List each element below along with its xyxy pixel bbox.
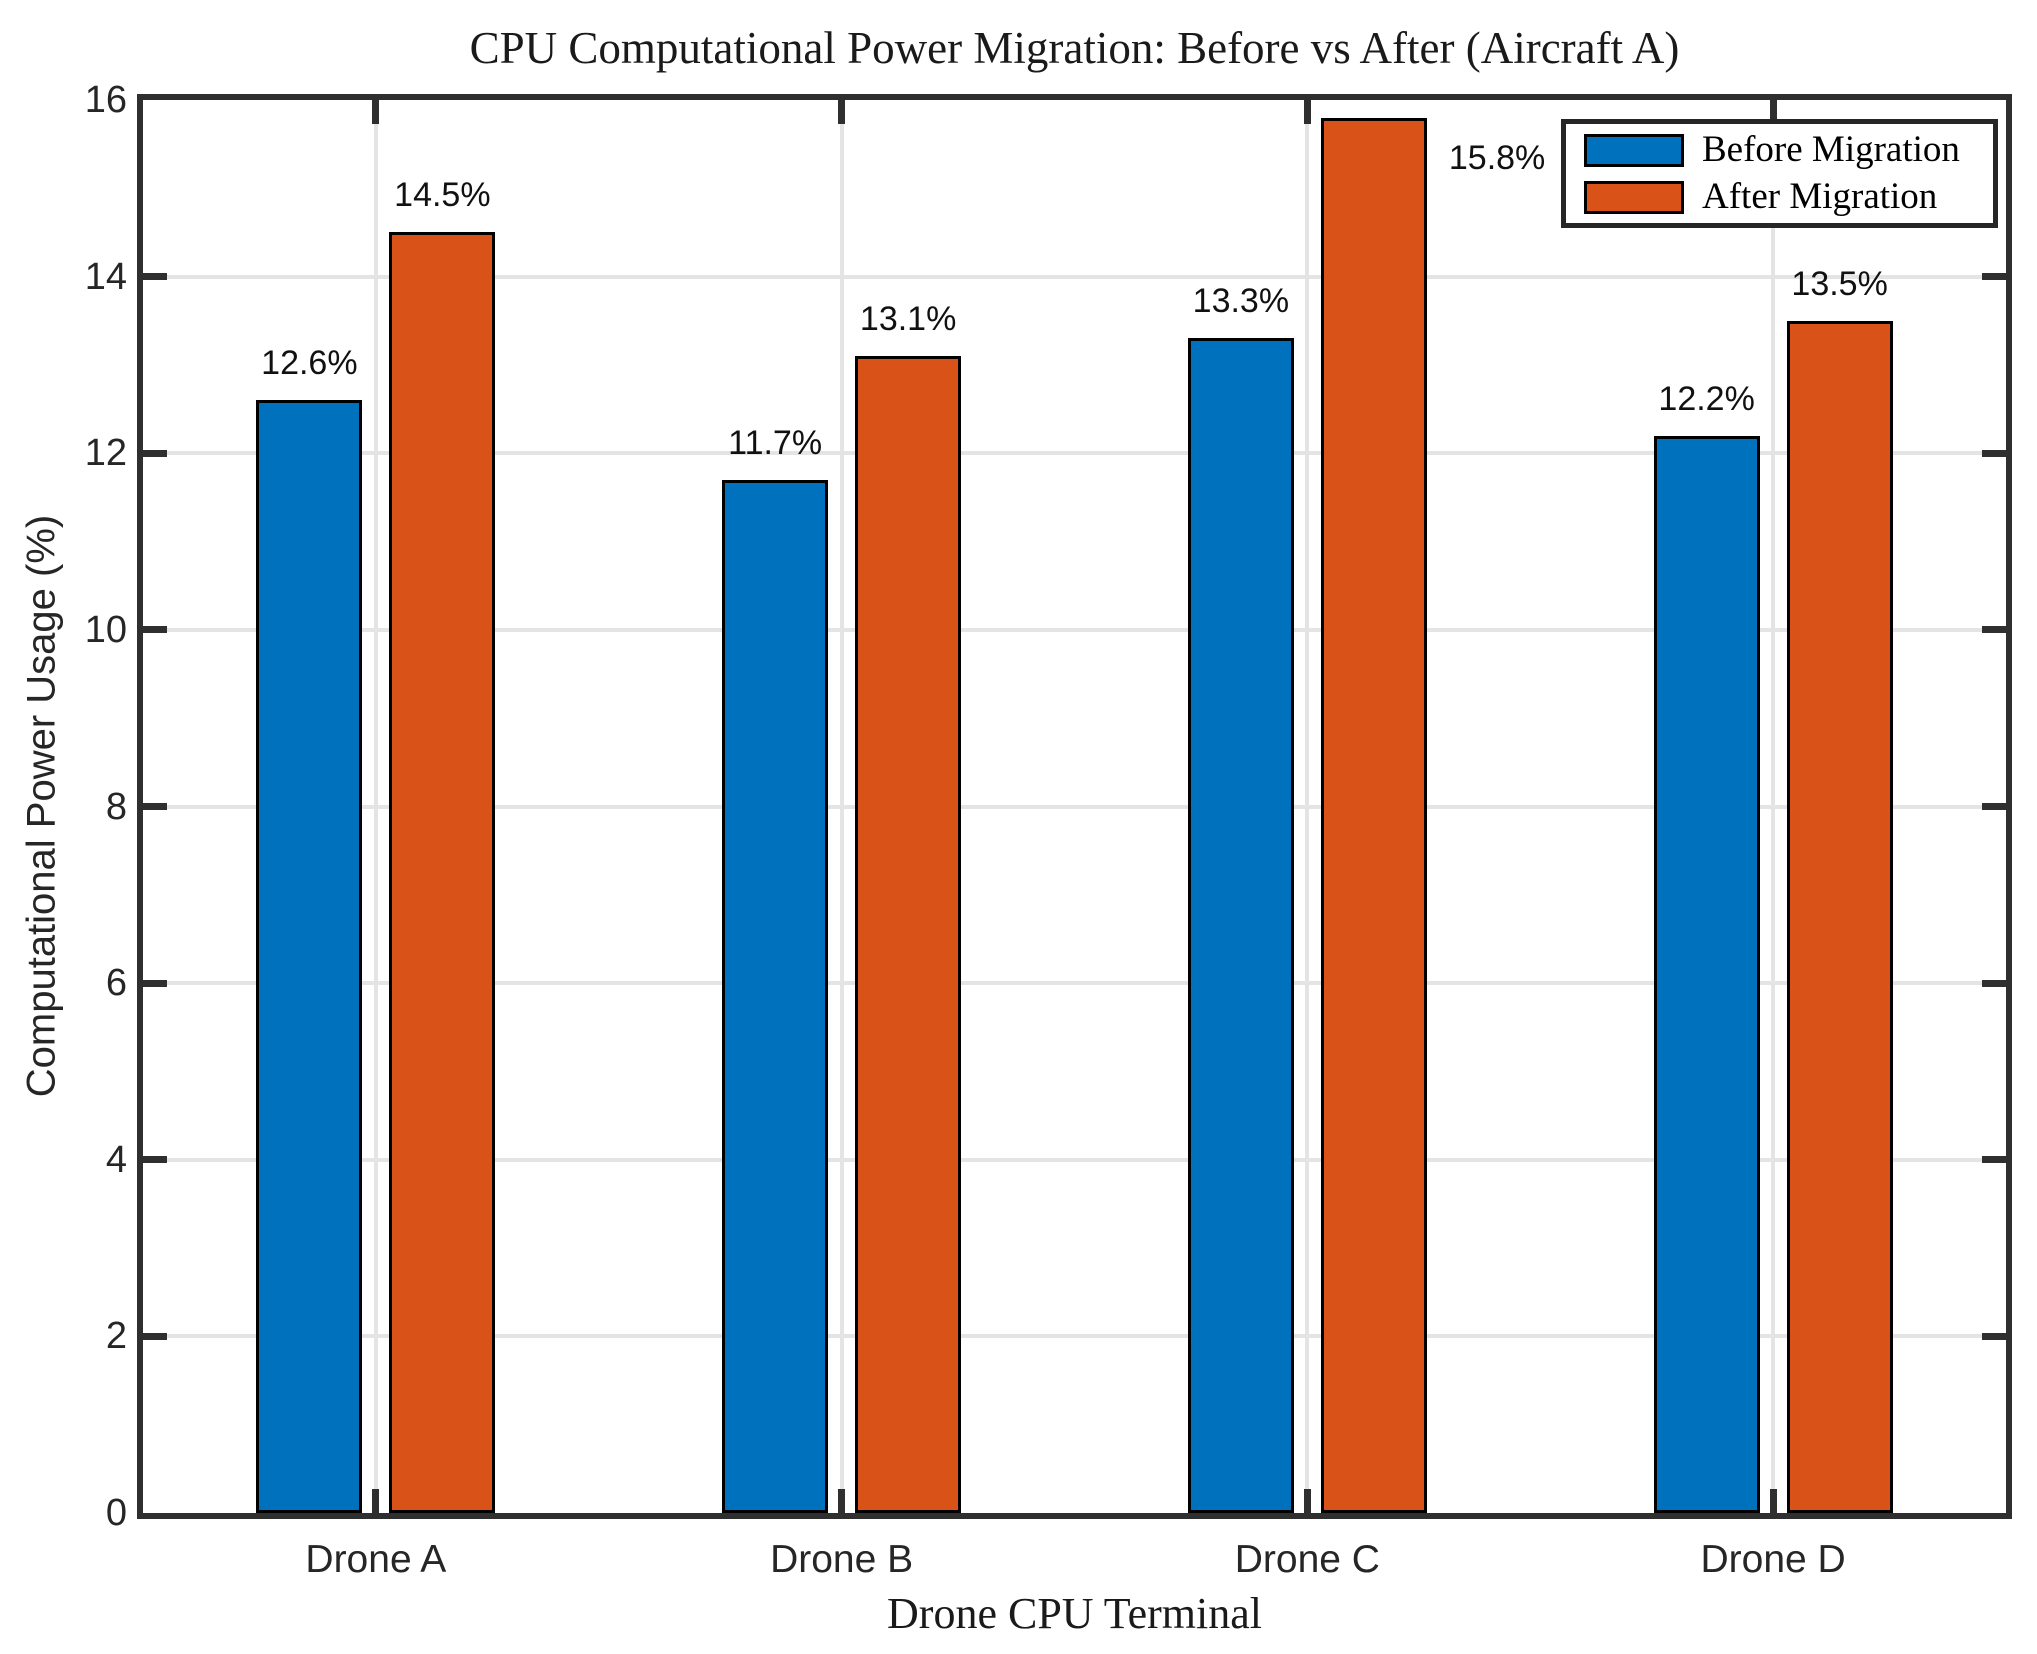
bar-value-label: 14.5%	[394, 176, 491, 215]
bar	[1653, 435, 1760, 1513]
bar-value-label: 12.2%	[1658, 379, 1755, 418]
y-axis-tick	[143, 979, 167, 987]
x-axis-label: Drone CPU Terminal	[887, 1589, 1262, 1638]
bar-value-label: 12.6%	[261, 344, 358, 383]
y-axis-tick	[143, 626, 167, 634]
x-axis-tick	[838, 1489, 846, 1513]
bar-value-label: 11.7%	[728, 423, 823, 462]
bar-value-label: 13.1%	[859, 300, 957, 339]
h-gridline	[143, 804, 2006, 809]
x-axis-tick-top	[838, 100, 846, 124]
bar	[1786, 320, 1893, 1513]
y-tick-label: 6	[105, 962, 127, 1005]
y-tick-label: 2	[105, 1315, 127, 1358]
bar	[722, 479, 829, 1513]
legend-swatch	[1584, 180, 1684, 214]
legend-row: Before Migration	[1584, 131, 1993, 169]
bar-value-label: 15.8%	[1448, 138, 1546, 177]
x-axis-tick-top	[1303, 100, 1311, 124]
h-gridline	[143, 981, 2006, 986]
y-tick-label: 16	[84, 79, 127, 121]
v-gridline	[1305, 100, 1310, 1513]
h-gridline	[143, 274, 2006, 279]
y-axis-tick-right	[1982, 1156, 2006, 1164]
y-axis-tick	[143, 1332, 167, 1340]
h-gridline	[143, 1157, 2006, 1162]
bar	[256, 400, 363, 1513]
x-axis-tick-top	[372, 100, 380, 124]
h-gridline	[143, 627, 2006, 632]
bar	[1320, 117, 1427, 1513]
legend-label: Before Migration	[1702, 129, 1960, 170]
x-tick-label: Drone D	[1700, 1538, 1846, 1581]
y-axis-tick-right	[1982, 273, 2006, 281]
y-tick-label: 8	[105, 785, 127, 828]
y-axis-tick	[143, 273, 167, 281]
x-axis-tick-top	[1769, 100, 1777, 124]
y-axis-tick	[143, 803, 167, 810]
x-tick-label: Drone A	[305, 1538, 447, 1581]
v-gridline	[373, 100, 378, 1513]
bar-value-label: 13.3%	[1192, 282, 1290, 321]
chart-title: CPU Computational Power Migration: Befor…	[469, 23, 1680, 73]
y-tick-label: 14	[84, 255, 127, 298]
y-axis-tick-right	[1982, 1332, 2006, 1340]
y-axis-tick-right	[1982, 626, 2006, 634]
y-tick-label: 4	[105, 1138, 127, 1181]
bar	[855, 356, 962, 1513]
y-axis-tick	[143, 1156, 167, 1164]
y-tick-label: 10	[84, 608, 127, 651]
bar	[1187, 338, 1294, 1513]
x-tick-label: Drone B	[770, 1538, 914, 1581]
y-axis-tick-right	[1982, 449, 2006, 457]
legend-label: After Migration	[1702, 176, 1938, 217]
h-gridline	[143, 451, 2006, 456]
x-axis-tick	[372, 1489, 380, 1513]
v-gridline	[839, 100, 844, 1513]
y-axis-label: Computational Power Usage (%)	[19, 514, 64, 1098]
bar	[389, 232, 496, 1513]
y-tick-label: 0	[105, 1492, 127, 1534]
legend: Before Migration After Migration	[1561, 119, 1998, 228]
y-axis-tick-right	[1982, 803, 2006, 810]
y-axis-tick	[143, 449, 167, 457]
v-gridline	[1771, 100, 1776, 1513]
legend-swatch	[1584, 133, 1684, 167]
h-gridline	[143, 1334, 2006, 1339]
y-tick-label: 12	[84, 432, 127, 475]
y-axis-tick-right	[1982, 979, 2006, 987]
legend-row: After Migration	[1584, 178, 1993, 216]
x-tick-label: Drone C	[1234, 1538, 1380, 1581]
x-axis-tick	[1769, 1489, 1777, 1513]
bar-value-label: 13.5%	[1791, 264, 1888, 303]
x-axis-tick	[1303, 1489, 1311, 1513]
